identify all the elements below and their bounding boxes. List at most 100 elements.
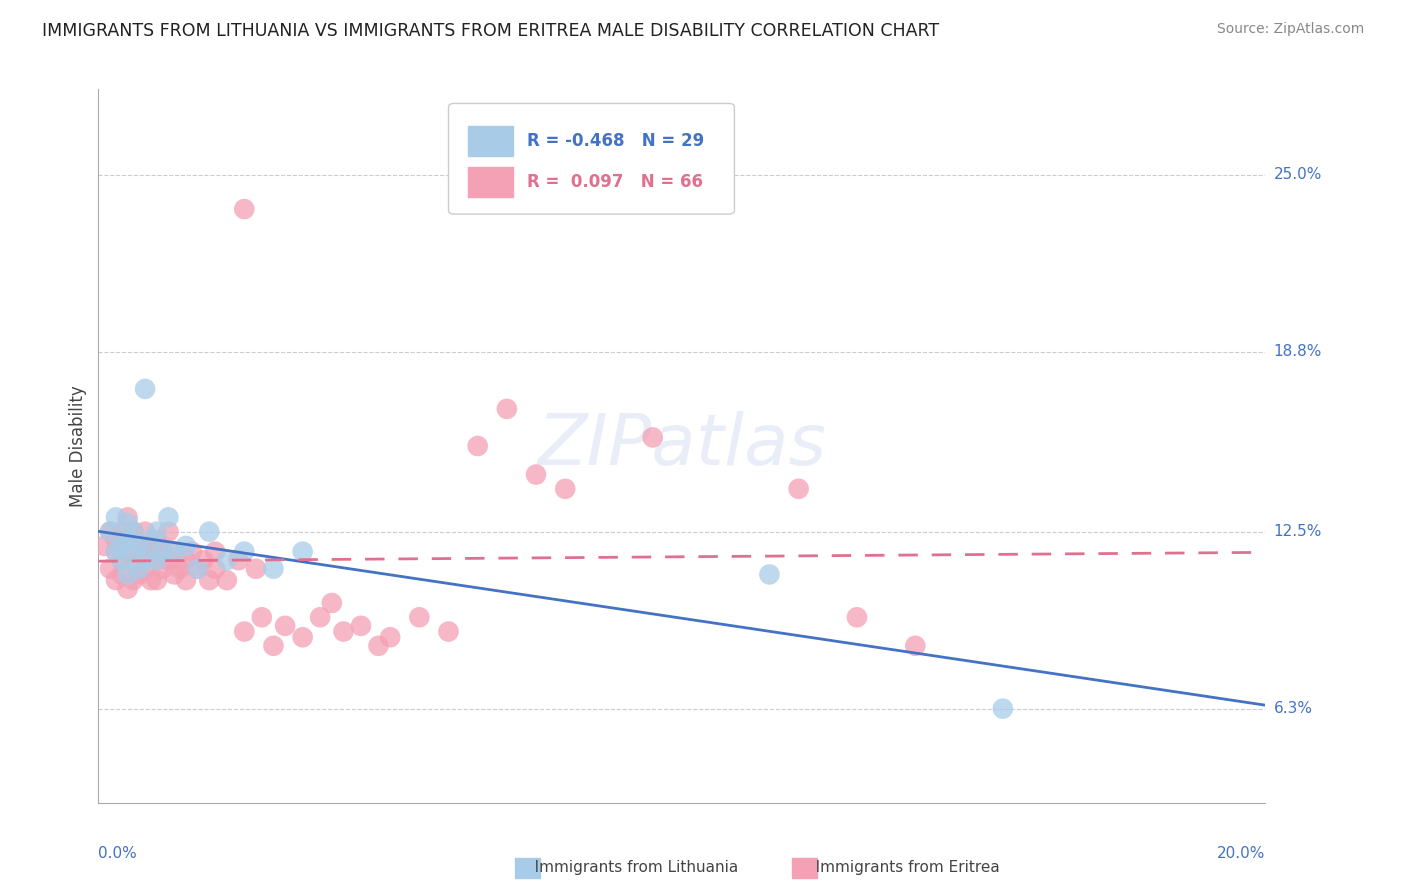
Point [250, 610, 273, 624]
Point [332, 624, 354, 639]
Point [152, 544, 174, 558]
Point [117, 533, 139, 548]
Point [134, 562, 156, 576]
FancyBboxPatch shape [515, 858, 540, 878]
Point [111, 553, 134, 567]
Point [187, 562, 209, 576]
Point [233, 202, 256, 216]
Point [204, 562, 226, 576]
Point [187, 562, 209, 576]
Point [904, 639, 927, 653]
Point [367, 639, 389, 653]
Point [128, 544, 150, 558]
Point [117, 582, 139, 596]
Point [122, 544, 145, 558]
Point [134, 524, 156, 539]
Point [139, 544, 162, 558]
Point [134, 553, 156, 567]
Point [146, 533, 169, 548]
Point [350, 619, 373, 633]
Point [128, 562, 150, 576]
Text: ZIPatlas: ZIPatlas [537, 411, 827, 481]
Point [193, 553, 215, 567]
Point [152, 544, 174, 558]
Point [291, 544, 314, 558]
Point [174, 573, 197, 587]
Point [180, 544, 202, 558]
Point [157, 553, 180, 567]
Point [204, 544, 226, 558]
FancyBboxPatch shape [449, 103, 734, 214]
Point [98, 562, 121, 576]
Point [128, 567, 150, 582]
Point [174, 539, 197, 553]
Point [467, 439, 489, 453]
Point [104, 544, 127, 558]
FancyBboxPatch shape [468, 167, 513, 197]
Point [309, 610, 332, 624]
Point [198, 573, 221, 587]
Text: 20.0%: 20.0% [1218, 846, 1265, 861]
Text: 6.3%: 6.3% [1274, 701, 1313, 716]
Point [146, 524, 169, 539]
Point [139, 573, 162, 587]
Point [496, 401, 519, 416]
Point [146, 573, 169, 587]
Point [104, 533, 127, 548]
Point [233, 624, 256, 639]
Point [117, 533, 139, 548]
Point [321, 596, 343, 610]
Point [245, 562, 267, 576]
Point [262, 562, 284, 576]
Point [122, 524, 145, 539]
Point [198, 524, 221, 539]
Point [104, 544, 127, 558]
Point [146, 553, 169, 567]
Point [117, 544, 139, 558]
Point [93, 539, 115, 553]
Text: 18.8%: 18.8% [1274, 344, 1322, 359]
Point [117, 567, 139, 582]
Point [163, 544, 186, 558]
Text: IMMIGRANTS FROM LITHUANIA VS IMMIGRANTS FROM ERITREA MALE DISABILITY CORRELATION: IMMIGRANTS FROM LITHUANIA VS IMMIGRANTS … [42, 22, 939, 40]
Point [146, 553, 169, 567]
Point [215, 573, 238, 587]
Y-axis label: Male Disability: Male Disability [69, 385, 87, 507]
Text: Immigrants from Eritrea: Immigrants from Eritrea [801, 860, 1000, 874]
Text: 0.0%: 0.0% [98, 846, 138, 861]
Text: Immigrants from Lithuania: Immigrants from Lithuania [520, 860, 738, 874]
Point [228, 553, 250, 567]
Point [122, 573, 145, 587]
Point [554, 482, 576, 496]
Point [641, 430, 664, 444]
Point [98, 524, 121, 539]
Point [157, 510, 180, 524]
Point [991, 701, 1014, 715]
FancyBboxPatch shape [792, 858, 817, 878]
Point [163, 544, 186, 558]
Point [291, 630, 314, 644]
FancyBboxPatch shape [468, 127, 513, 156]
Point [233, 544, 256, 558]
Text: R =  0.097   N = 66: R = 0.097 N = 66 [527, 173, 703, 191]
Point [846, 610, 869, 624]
Point [128, 539, 150, 553]
Point [117, 510, 139, 524]
Point [134, 539, 156, 553]
Point [758, 567, 780, 582]
Point [157, 524, 180, 539]
Text: Source: ZipAtlas.com: Source: ZipAtlas.com [1216, 22, 1364, 37]
Point [408, 610, 430, 624]
Point [122, 553, 145, 567]
Point [524, 467, 547, 482]
Point [122, 524, 145, 539]
Point [215, 553, 238, 567]
Point [111, 567, 134, 582]
Point [437, 624, 460, 639]
Point [117, 516, 139, 530]
Point [274, 619, 297, 633]
Text: R = -0.468   N = 29: R = -0.468 N = 29 [527, 132, 704, 150]
Point [163, 567, 186, 582]
Point [104, 510, 127, 524]
Point [111, 553, 134, 567]
